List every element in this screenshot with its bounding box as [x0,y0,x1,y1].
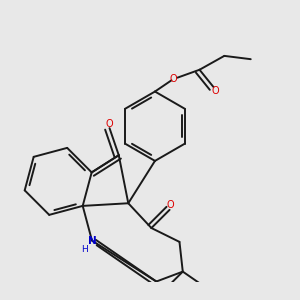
Text: N: N [88,236,96,246]
Text: H: H [81,245,88,254]
Text: O: O [211,86,219,96]
Text: O: O [169,74,177,84]
Text: O: O [105,118,113,128]
Text: O: O [167,200,174,210]
